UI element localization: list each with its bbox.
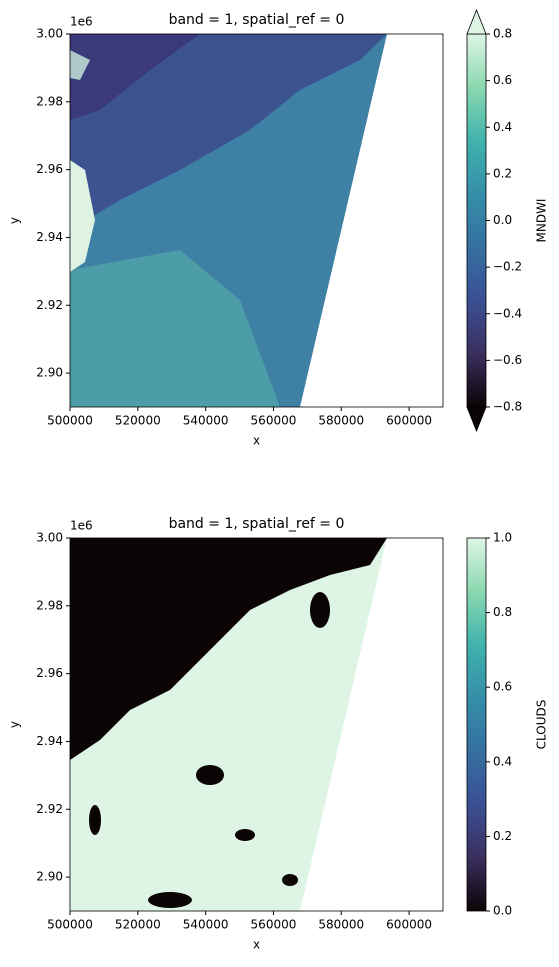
x-axis-label: x [253, 938, 260, 952]
y-tick-label: 2.90 [36, 870, 63, 884]
colorbar-tick-label: −0.2 [493, 260, 522, 274]
colorbar-tick-label: 1.0 [493, 531, 512, 545]
colorbar [466, 537, 487, 912]
colorbar-tick-label: 0.2 [493, 166, 512, 180]
colorbar-tick-label: 0.8 [493, 27, 512, 41]
x-tick-label: 540000 [183, 414, 229, 428]
x-axis-label: x [253, 434, 260, 448]
x-tick-label: 540000 [183, 918, 229, 932]
colorbar-tick-label: 0.8 [493, 605, 512, 619]
y-tick-label: 3.00 [36, 531, 63, 545]
y-tick-label: 2.98 [36, 94, 63, 108]
x-tick-label: 600000 [386, 918, 432, 932]
colorbar-tick-label: 0.0 [493, 904, 512, 918]
y-tick-label: 2.94 [36, 230, 63, 244]
y-tick-label: 2.92 [36, 298, 63, 312]
y-axis-label: y [8, 721, 22, 728]
raster-image [70, 34, 387, 407]
axes-frame [69, 537, 444, 912]
y-axis-label: y [8, 217, 22, 224]
x-tick-label: 580000 [318, 414, 364, 428]
colorbar-label: MNDWI [535, 199, 549, 243]
colorbar-label: CLOUDS [535, 700, 549, 750]
x-tick-label: 520000 [115, 414, 161, 428]
y-offset-label: 1e6 [70, 519, 93, 533]
x-tick-label: 580000 [318, 918, 364, 932]
y-tick-label: 2.98 [36, 598, 63, 612]
colorbar-tick-label: −0.8 [493, 400, 522, 414]
y-tick-label: 2.96 [36, 162, 63, 176]
colorbar-extend [466, 406, 487, 433]
y-offset-label: 1e6 [70, 15, 93, 29]
colorbar-tick-label: −0.4 [493, 306, 522, 320]
colorbar-tick-label: 0.4 [493, 120, 512, 134]
x-tick-label: 500000 [47, 918, 93, 932]
y-tick-label: 2.96 [36, 666, 63, 680]
chart-title: band = 1, spatial_ref = 0 [169, 516, 345, 532]
y-tick-label: 2.92 [36, 802, 63, 816]
axes-frame [69, 33, 444, 408]
x-tick-label: 520000 [115, 918, 161, 932]
colorbar-tick-label: 0.6 [493, 680, 512, 694]
raster-image [70, 538, 387, 911]
colorbar-tick-label: 0.2 [493, 829, 512, 843]
colorbar-tick-label: −0.6 [493, 353, 522, 367]
y-tick-label: 2.94 [36, 734, 63, 748]
x-tick-label: 500000 [47, 414, 93, 428]
x-tick-label: 560000 [251, 918, 297, 932]
chart-title: band = 1, spatial_ref = 0 [169, 12, 345, 28]
x-tick-label: 560000 [251, 414, 297, 428]
y-tick-label: 2.90 [36, 366, 63, 380]
colorbar [466, 33, 487, 408]
y-tick-label: 3.00 [36, 27, 63, 41]
colorbar-tick-label: 0.0 [493, 213, 512, 227]
colorbar-extend [466, 8, 487, 35]
colorbar-tick-label: 0.4 [493, 754, 512, 768]
colorbar-tick-label: 0.6 [493, 73, 512, 87]
x-tick-label: 600000 [386, 414, 432, 428]
